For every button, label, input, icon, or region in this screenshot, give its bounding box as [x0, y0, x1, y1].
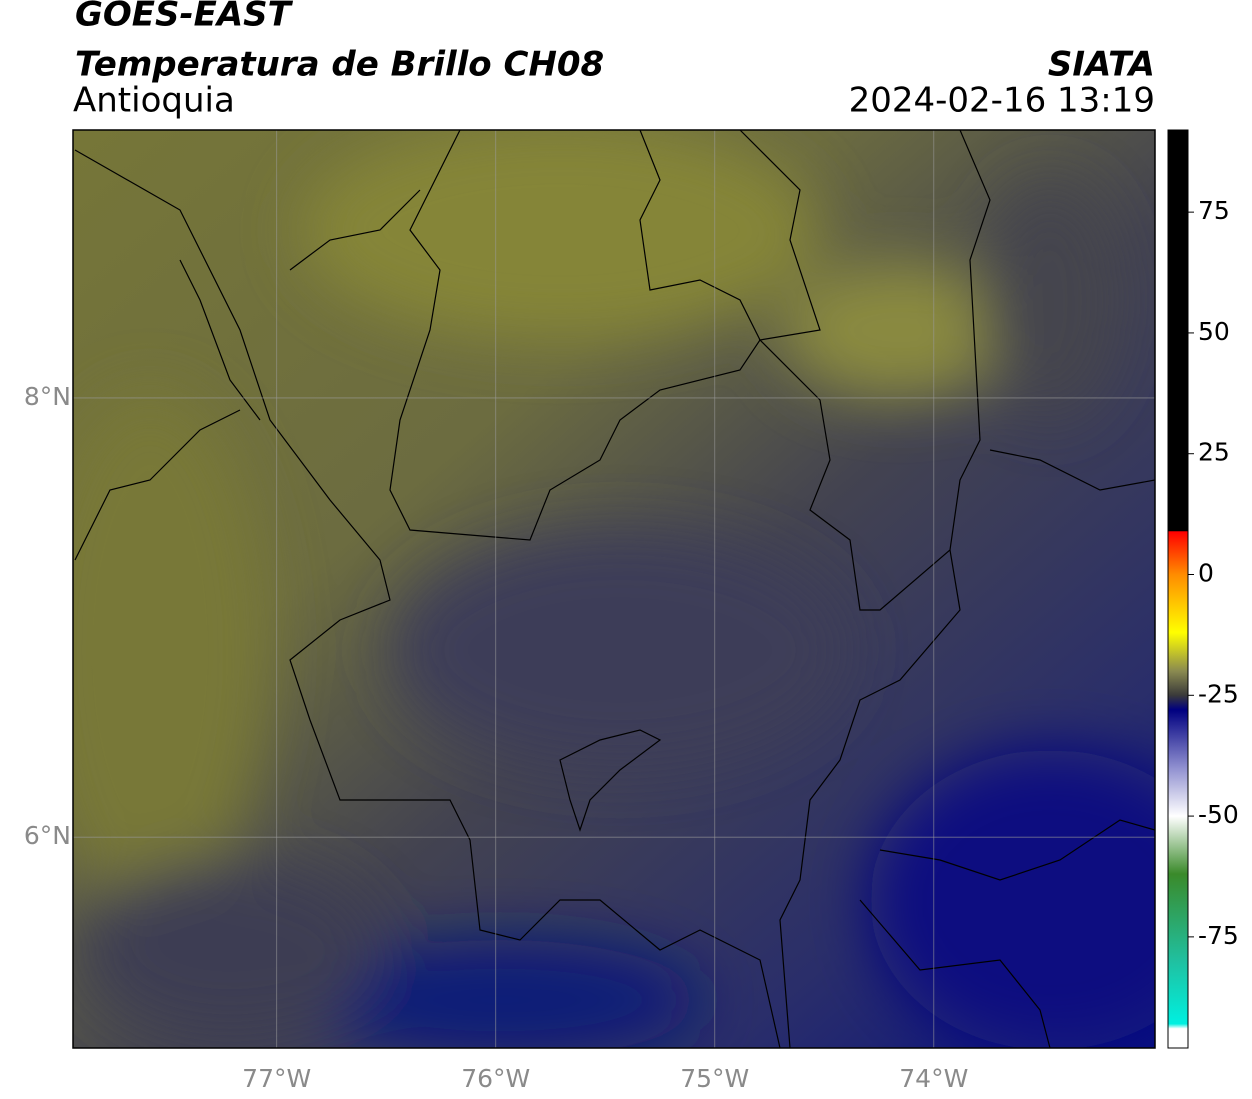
colorbar-tick-label: 50: [1198, 317, 1230, 346]
lat-tick-label: 8°N: [24, 382, 71, 411]
colorbar: [1167, 129, 1189, 1049]
colorbar-tick-label: 25: [1198, 438, 1230, 467]
colorbar-tick-label: 0: [1198, 559, 1214, 588]
product: Temperatura de Brillo CH08: [75, 45, 604, 85]
region: Antioquia: [73, 81, 235, 121]
colorbar-tick-label: -50: [1198, 800, 1239, 829]
agency: SIATA: [1048, 45, 1155, 85]
datetime: 2024-02-16 13:19: [849, 81, 1155, 121]
map-image: [73, 130, 1155, 1048]
colorbar-tick-label: 75: [1198, 196, 1230, 225]
lon-tick-label: 74°W: [899, 1064, 968, 1093]
colorbar-tick-label: -25: [1198, 679, 1239, 708]
satellite: GOES-EAST: [75, 0, 294, 35]
lat-tick-label: 6°N: [24, 821, 71, 850]
grid: [73, 130, 1155, 1048]
map-frame: [72, 129, 1156, 1049]
lon-tick-label: 77°W: [242, 1064, 311, 1093]
lon-tick-label: 75°W: [680, 1064, 749, 1093]
lon-tick-label: 76°W: [461, 1064, 530, 1093]
colorbar-tick-label: -75: [1198, 921, 1239, 950]
